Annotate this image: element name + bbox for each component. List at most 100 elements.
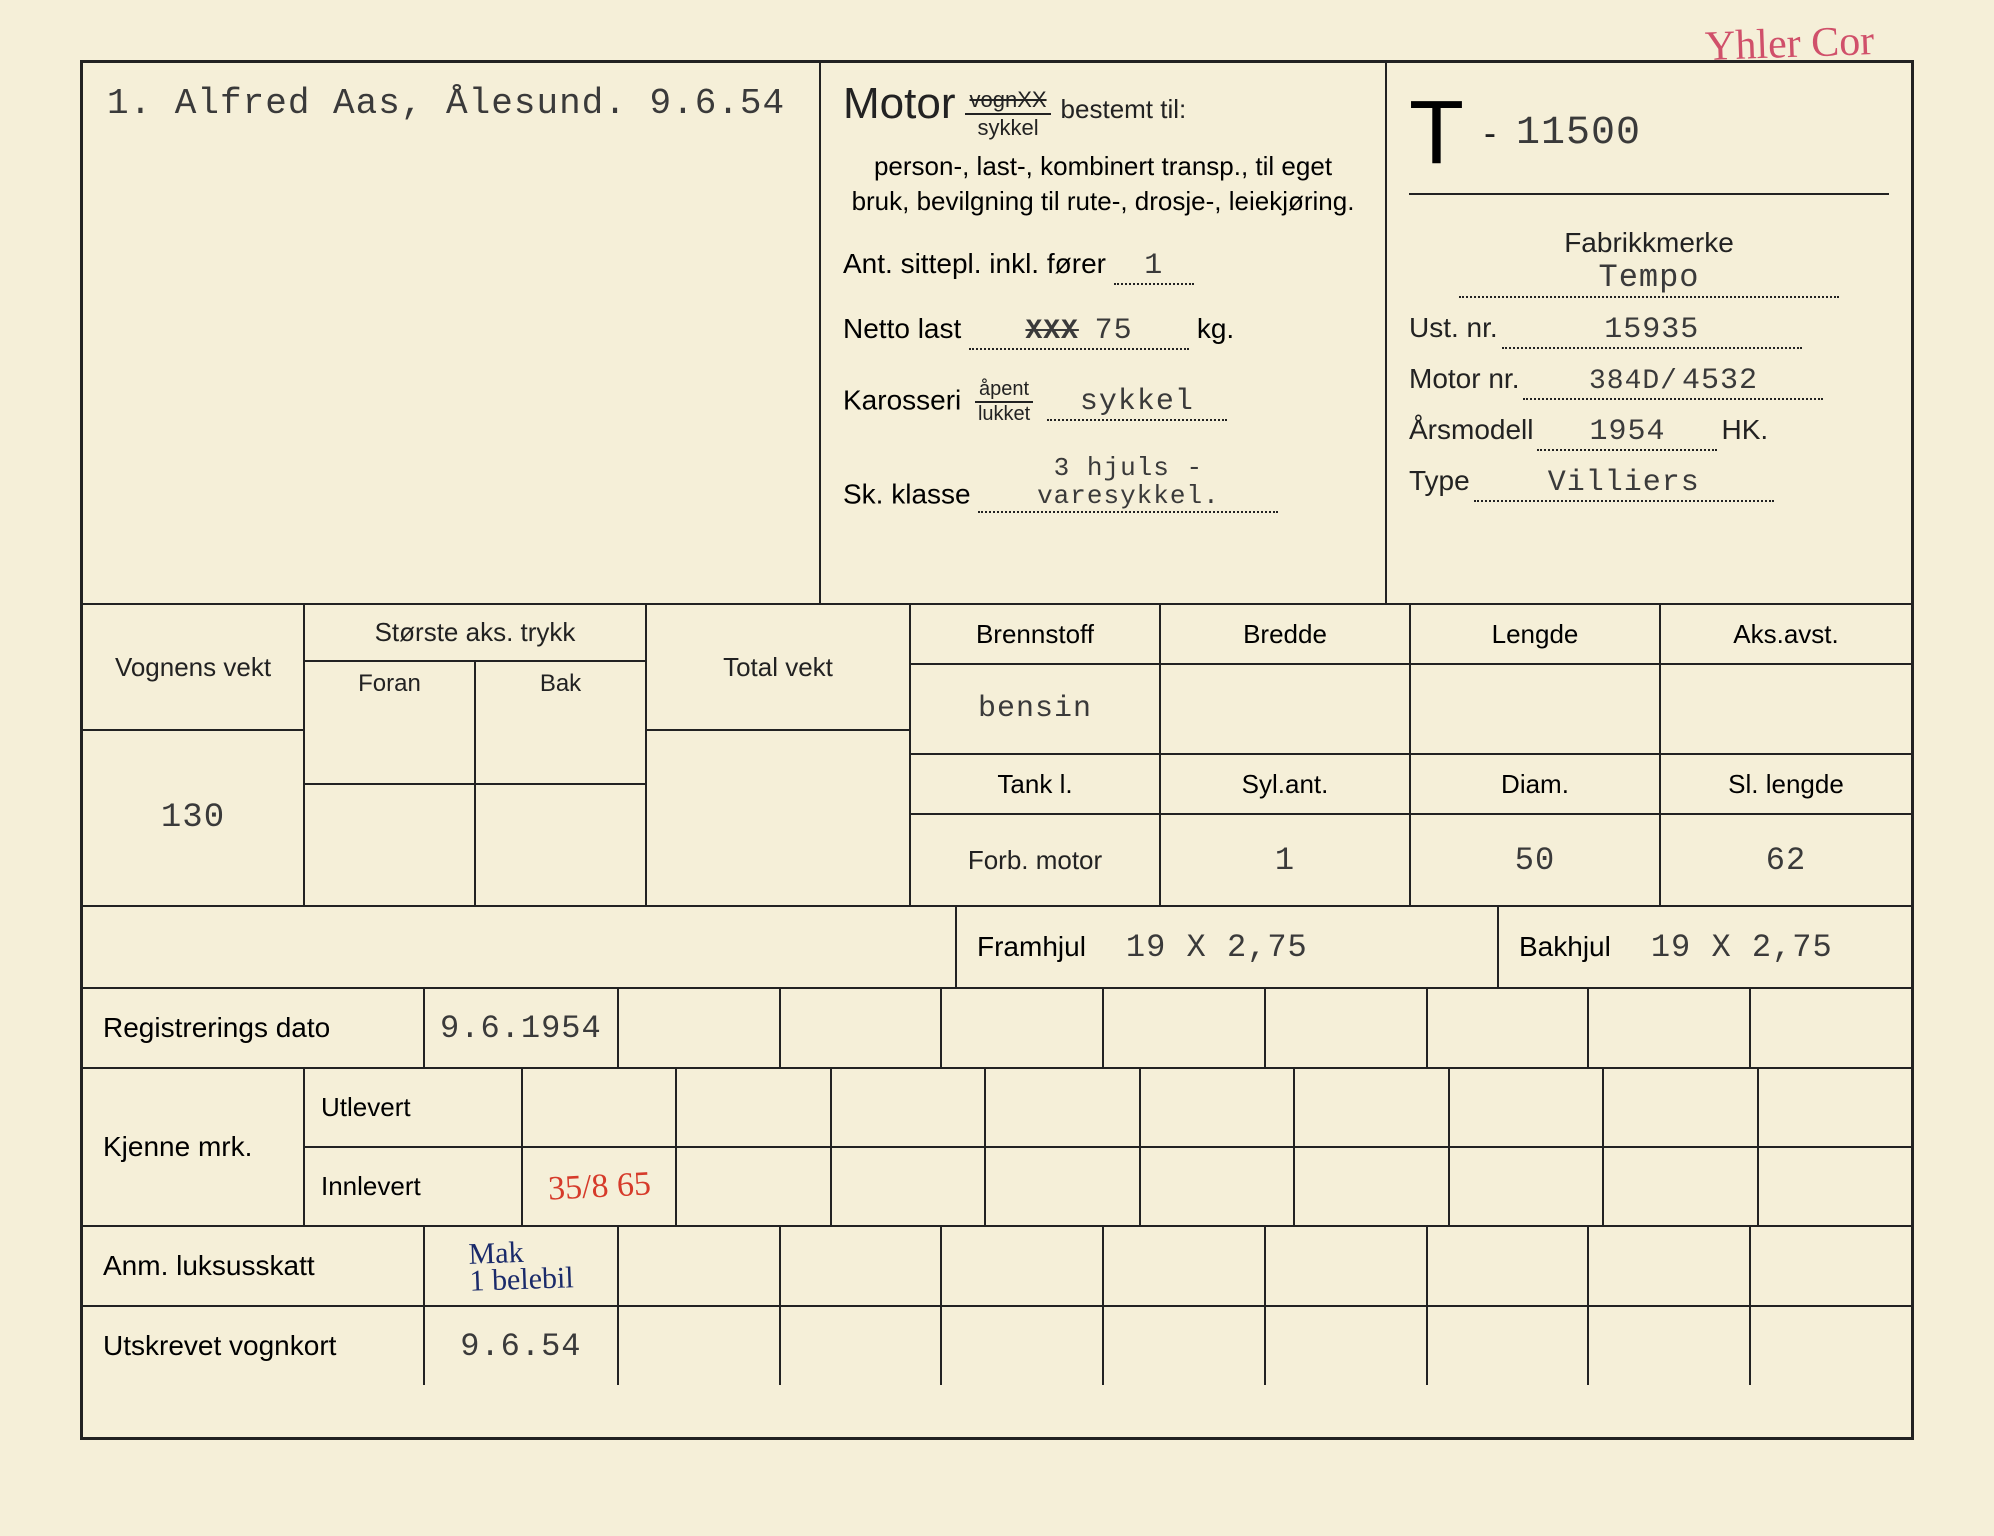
bestemt-til: bestemt til:: [1061, 94, 1187, 124]
spec-row: Vognens vekt 130 Største aks. trykk Fora…: [83, 605, 1911, 905]
karosseri-label: Karosseri: [843, 384, 961, 415]
motor-heading: Motor vognXX sykkel bestemt til:: [843, 79, 1363, 141]
v-sllengde: 62: [1661, 815, 1911, 905]
wheels-spacer: [83, 907, 957, 987]
anm-label: Anm. luksusskatt: [83, 1227, 425, 1305]
v-diam: 50: [1411, 815, 1661, 905]
ust-value: 15935: [1502, 313, 1802, 349]
foran-label: Foran: [305, 662, 476, 783]
owner-line: 1. Alfred Aas, Ålesund. 9.6.54: [107, 83, 795, 124]
netto-label: Netto last: [843, 313, 961, 344]
total-label: Total vekt: [647, 605, 909, 731]
framhjul-label: Framhjul: [977, 931, 1086, 963]
netto-unit: kg.: [1197, 313, 1234, 344]
fabrikkmerke-value: Tempo: [1459, 259, 1839, 298]
utskrevet-label: Utskrevet vognkort: [83, 1307, 425, 1385]
registration-card: 1. Alfred Aas, Ålesund. 9.6.54 Motor vog…: [80, 60, 1914, 1440]
v-forbmotor: Forb. motor: [911, 815, 1161, 905]
regdato-label: Registrerings dato: [83, 989, 425, 1067]
h-tank: Tank l.: [911, 755, 1161, 815]
framhjul-value: 19 X 2,75: [1126, 929, 1308, 966]
seats-field: Ant. sittepl. inkl. fører 1: [843, 248, 1363, 285]
total-col: Total vekt: [647, 605, 909, 905]
plate-number: 11500: [1516, 111, 1641, 156]
ust-label: Ust. nr.: [1409, 312, 1498, 343]
innlevert-row: Innlevert 35/8 65: [305, 1148, 1911, 1225]
netto-line: XXX 75: [969, 313, 1189, 350]
motor-desc: person-, last-, kombinert transp., til e…: [843, 149, 1363, 219]
netto-field: Netto last XXX 75 kg.: [843, 313, 1363, 350]
bak-label: Bak: [476, 662, 645, 783]
motor-title: Motor: [843, 79, 955, 129]
plate-dash: -: [1484, 112, 1496, 154]
v-aksavst: [1661, 665, 1911, 755]
fabrikkmerke-label: Fabrikkmerke: [1409, 227, 1889, 259]
bakhjul-label: Bakhjul: [1519, 931, 1611, 963]
innlevert-label: Innlevert: [305, 1148, 523, 1225]
seats-value: 1: [1114, 249, 1194, 285]
karosseri-field: Karosseri åpent lukket sykkel: [843, 378, 1363, 426]
storste-label: Største aks. trykk: [305, 605, 645, 662]
page: Yhler Cor 1. Alfred Aas, Ålesund. 9.6.54…: [0, 0, 1994, 1536]
arsmodell-row: Årsmodell 1954 HK.: [1409, 414, 1889, 451]
motornr-label: Motor nr.: [1409, 363, 1519, 394]
bakhjul-cell: Bakhjul 19 X 2,75: [1499, 907, 1911, 987]
anm-row: Anm. luksusskatt Mak 1 belebil: [83, 1227, 1911, 1307]
v-lengde: [1411, 665, 1661, 755]
frac-top: vognXX: [965, 87, 1050, 115]
kjenne-right: Utlevert Innlevert 35/8 65: [305, 1069, 1911, 1225]
innlevert-cells: 35/8 65: [523, 1148, 1911, 1225]
vognens-col: Vognens vekt 130: [83, 605, 305, 905]
utskrevet-value: 9.6.54: [425, 1307, 619, 1385]
utlevert-row: Utlevert: [305, 1069, 1911, 1148]
kar-top: åpent: [975, 378, 1033, 403]
skklasse-label: Sk. klasse: [843, 478, 971, 509]
fabrikkmerke-row: Fabrikkmerke Tempo: [1409, 227, 1889, 298]
owner-box: 1. Alfred Aas, Ålesund. 9.6.54: [83, 63, 821, 603]
plate-row: T - 11500: [1409, 73, 1889, 195]
frac-bot: sykkel: [965, 115, 1050, 141]
motornr-value: 4532: [1682, 364, 1758, 398]
h-lengde: Lengde: [1411, 605, 1661, 665]
netto-value: 75: [1095, 314, 1133, 348]
regdato-row: Registrerings dato 9.6.1954: [83, 989, 1911, 1069]
utskrevet-row: Utskrevet vognkort 9.6.54: [83, 1307, 1911, 1385]
utskrevet-cells: 9.6.54: [425, 1307, 1911, 1385]
storste-vals: [305, 785, 645, 906]
karosseri-frac: åpent lukket: [975, 378, 1033, 426]
srgrid: Brennstoff Bredde Lengde Aks.avst. bensi…: [911, 605, 1911, 905]
framhjul-cell: Framhjul 19 X 2,75: [957, 907, 1499, 987]
regdato-cells: 9.6.1954: [425, 989, 1911, 1067]
top-row: 1. Alfred Aas, Ålesund. 9.6.54 Motor vog…: [83, 63, 1911, 605]
h-bredde: Bredde: [1161, 605, 1411, 665]
skklasse-value: 3 hjuls - varesykkel.: [978, 454, 1278, 513]
motor-box: Motor vognXX sykkel bestemt til: person-…: [821, 63, 1387, 603]
vognens-label: Vognens vekt: [83, 605, 303, 731]
vognens-value: 130: [83, 731, 303, 905]
kjenne-label: Kjenne mrk.: [83, 1069, 305, 1225]
motornr-line: 384D/ 4532: [1523, 364, 1823, 400]
v-brennstoff: bensin: [911, 665, 1161, 755]
h-aksavst: Aks.avst.: [1661, 605, 1911, 665]
netto-strike: XXX: [1025, 316, 1078, 347]
storste-sub: Foran Bak: [305, 662, 645, 785]
total-value: [647, 731, 909, 905]
type-value: Villiers: [1474, 466, 1774, 502]
arsmodell-value: 1954: [1537, 415, 1717, 451]
innlevert-value: 35/8 65: [547, 1165, 652, 1208]
seats-label: Ant. sittepl. inkl. fører: [843, 248, 1106, 279]
utlevert-cells: [523, 1069, 1911, 1146]
motornr-strike: 384D/: [1589, 366, 1678, 397]
hk-label: HK.: [1721, 414, 1768, 445]
v-bredde: [1161, 665, 1411, 755]
motornr-row: Motor nr. 384D/ 4532: [1409, 363, 1889, 400]
anm-cells: Mak 1 belebil: [425, 1227, 1911, 1305]
v-sylant: 1: [1161, 815, 1411, 905]
reg-details: Fabrikkmerke Tempo Ust. nr. 15935 Motor …: [1409, 195, 1889, 502]
ust-row: Ust. nr. 15935: [1409, 312, 1889, 349]
kar-bot: lukket: [975, 403, 1033, 426]
skklasse-field: Sk. klasse 3 hjuls - varesykkel.: [843, 454, 1363, 513]
weights-box: Vognens vekt 130 Største aks. trykk Fora…: [83, 605, 911, 905]
h-brennstoff: Brennstoff: [911, 605, 1161, 665]
regdato-value: 9.6.1954: [425, 989, 619, 1067]
